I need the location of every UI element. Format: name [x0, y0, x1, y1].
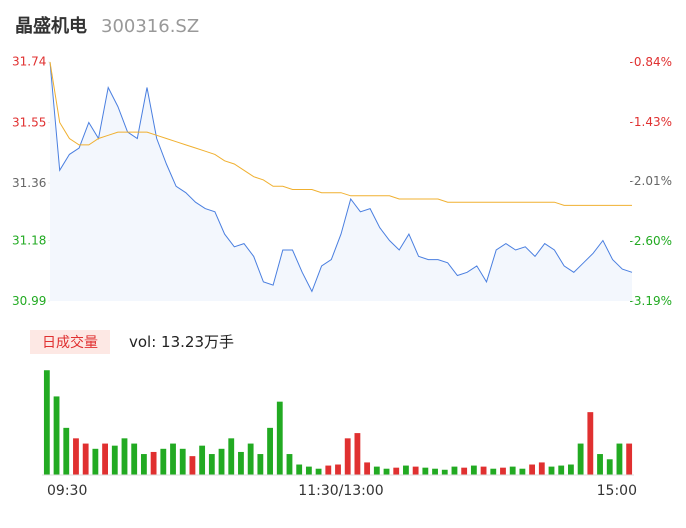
volume-bar	[199, 445, 206, 475]
volume-bar	[140, 454, 147, 475]
y2-tick-label: -3.19%	[630, 294, 672, 308]
volume-bar	[538, 462, 545, 475]
volume-bar	[344, 438, 351, 475]
volume-bar	[626, 443, 633, 475]
y-tick-label: 31.74	[12, 55, 46, 69]
volume-bar	[257, 454, 264, 475]
line-price	[49, 61, 633, 293]
volume-bar	[179, 448, 186, 475]
price-area	[50, 62, 632, 301]
volume-bar	[267, 427, 273, 475]
x-tick-label: 09:30	[47, 483, 87, 499]
volume-bar	[82, 443, 89, 475]
volume-bar	[228, 438, 235, 475]
volume-bar	[160, 448, 167, 475]
y2-tick-label: -2.01%	[630, 174, 672, 188]
volume-label: vol: 13.23万手	[129, 333, 234, 351]
volume-bar	[383, 468, 390, 475]
volume-bar	[441, 469, 448, 475]
volume-bar	[276, 401, 283, 475]
volume-tab[interactable]: 日成交量	[42, 334, 98, 351]
x-tick-label: 15:00	[597, 483, 637, 499]
volume-bar	[218, 448, 225, 475]
x-tick-label: 11:30/13:00	[298, 483, 383, 499]
stock-code: 300316.SZ	[101, 16, 199, 37]
volume-bar	[150, 451, 157, 475]
volume-bar	[519, 468, 526, 475]
volume-bar	[63, 427, 70, 475]
volume-bar	[393, 467, 400, 475]
volume-bar	[111, 445, 118, 475]
volume-bar	[597, 454, 603, 475]
y-tick-label: 31.18	[12, 233, 46, 247]
volume-bar	[432, 468, 438, 475]
volume-bar	[102, 443, 108, 475]
volume-bar	[606, 459, 613, 475]
volume-bar	[529, 464, 536, 475]
volume-bar	[286, 454, 293, 475]
volume-bar	[451, 466, 458, 475]
volume-bar	[568, 464, 574, 475]
volume-bar	[480, 466, 487, 475]
volume-bar	[616, 443, 623, 475]
volume-bar	[73, 438, 79, 475]
volume-bar	[373, 466, 380, 475]
volume-bar	[412, 466, 419, 475]
volume-bar	[43, 370, 50, 475]
volume-bar	[238, 451, 244, 475]
volume-bar	[170, 443, 176, 475]
volume-bar	[364, 462, 371, 475]
volume-bar	[403, 465, 409, 475]
volume-bar	[500, 467, 506, 475]
y2-tick-label: -2.60%	[630, 234, 672, 248]
volume-bar	[509, 466, 516, 475]
volume-tab-bg[interactable]	[30, 330, 110, 354]
volume-bar	[305, 466, 312, 475]
volume-bar	[247, 443, 254, 475]
volume-bar	[325, 465, 332, 475]
y2-tick-label: -0.84%	[630, 55, 672, 69]
volume-bar	[587, 412, 594, 475]
stock-name: 晶盛机电	[15, 15, 87, 37]
volume-bar	[296, 464, 303, 475]
volume-bar	[461, 467, 468, 475]
volume-bar	[92, 448, 99, 475]
volume-bar	[189, 456, 196, 475]
volume-bar	[315, 468, 322, 475]
volume-bar	[470, 465, 477, 475]
volume-bar	[354, 433, 361, 475]
volume-bar	[490, 468, 497, 475]
volume-bar	[121, 438, 128, 475]
volume-bar	[208, 454, 215, 475]
volume-bar	[577, 443, 584, 475]
volume-bar	[558, 465, 565, 475]
y-tick-label: 30.99	[12, 294, 46, 308]
volume-bar	[131, 443, 138, 475]
volume-bar	[548, 466, 555, 475]
line-average	[49, 61, 632, 206]
y-tick-label: 31.36	[12, 176, 46, 190]
volume-bar	[53, 396, 60, 475]
y-tick-label: 31.55	[12, 116, 46, 130]
volume-bar	[335, 464, 341, 475]
volume-bar	[422, 467, 429, 475]
y2-tick-label: -1.43%	[630, 115, 672, 129]
